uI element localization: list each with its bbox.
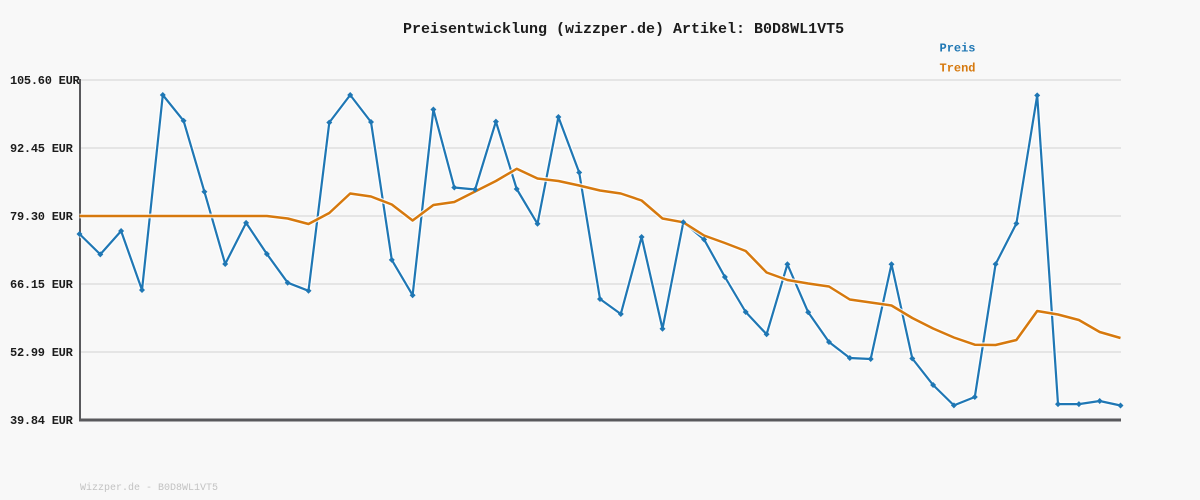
svg-text:39.84 EUR: 39.84 EUR	[10, 414, 74, 428]
svg-text:Preis: Preis	[940, 42, 976, 56]
svg-text:92.45 EUR: 92.45 EUR	[10, 142, 74, 156]
svg-text:66.15 EUR: 66.15 EUR	[10, 278, 74, 292]
svg-text:Trend: Trend	[940, 62, 976, 76]
svg-text:Wizzper.de - B0D8WL1VT5: Wizzper.de - B0D8WL1VT5	[80, 482, 218, 494]
svg-text:79.30 EUR: 79.30 EUR	[10, 210, 74, 224]
svg-text:105.60 EUR: 105.60 EUR	[10, 74, 81, 88]
svg-text:52.99 EUR: 52.99 EUR	[10, 346, 74, 360]
svg-text:Preisentwicklung (wizzper.de): Preisentwicklung (wizzper.de) Artikel: B…	[403, 21, 844, 38]
